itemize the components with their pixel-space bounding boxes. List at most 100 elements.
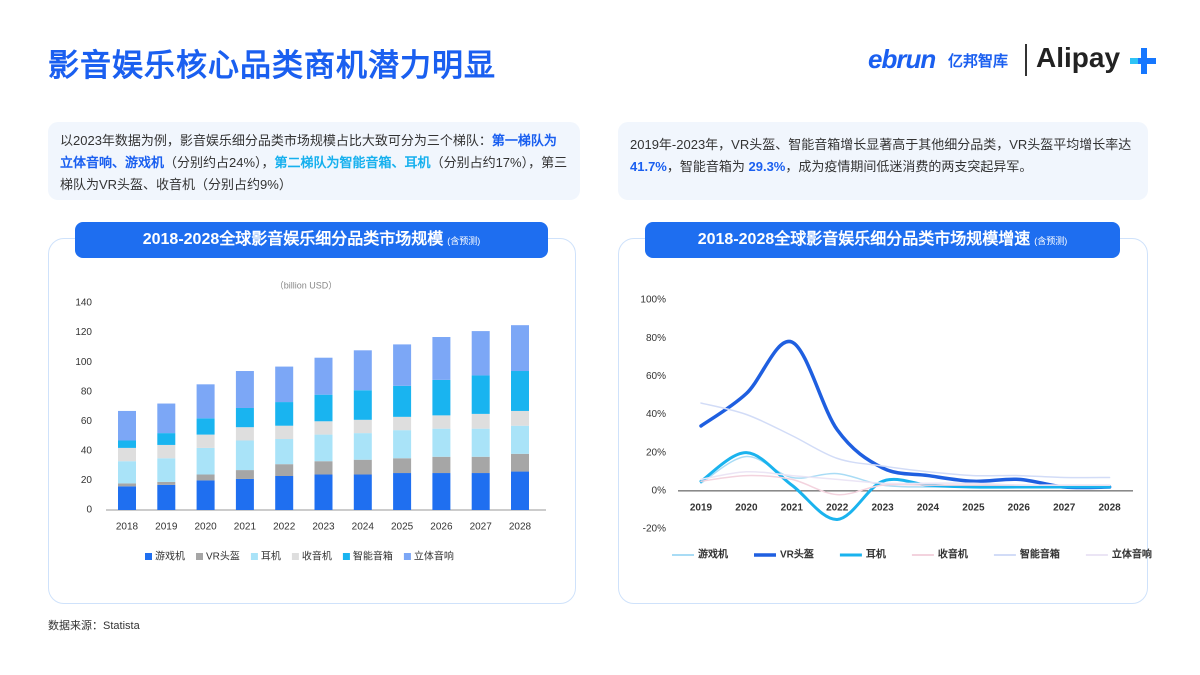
note-text: （分别约占24%）， — [164, 155, 275, 170]
y-tick-label: 100 — [75, 357, 92, 368]
page-title: 影音娱乐核心品类商机潜力明显 — [48, 48, 496, 83]
bar-segment — [432, 473, 451, 510]
bar-segment — [157, 433, 176, 445]
x-tick-label: 2028 — [1098, 502, 1121, 513]
note-highlight: 41.7% — [630, 159, 667, 174]
y-tick-label: 20% — [646, 447, 666, 458]
bar-segment — [118, 440, 136, 448]
logo-alipay: Alipay — [1036, 42, 1121, 73]
bar-segment — [157, 481, 176, 485]
bar-segment — [432, 415, 451, 429]
bar-segment — [157, 403, 176, 434]
x-tick-label: 2026 — [1008, 502, 1031, 513]
note-highlight: 第二梯队为智能音箱、耳机 — [274, 155, 431, 170]
bar-segment — [157, 484, 176, 510]
x-tick-label: 2023 — [312, 522, 335, 533]
bar-segment — [511, 425, 529, 454]
bar-segment — [353, 474, 372, 510]
note: 以2023年数据为例，影音娱乐细分品类市场规模占比大致可分为三个梯队：第一梯队为… — [48, 122, 580, 200]
y-tick-label: 120 — [75, 327, 92, 338]
bar-segment — [353, 433, 372, 460]
x-tick-label: 2022 — [826, 502, 849, 513]
bar-segment — [235, 371, 254, 408]
x-tick-label: 2023 — [871, 502, 894, 513]
x-tick-label: 2022 — [273, 522, 296, 533]
bar-segment — [235, 427, 254, 441]
note-text: 以2023年数据为例，影音娱乐细分品类市场规模占比大致可分为三个梯队： — [60, 133, 492, 148]
bar-segment — [275, 464, 294, 476]
y-tick-label: 60% — [646, 371, 666, 382]
legend-swatch — [291, 553, 299, 560]
y-tick-label: 0 — [86, 505, 92, 516]
bar-segment — [275, 402, 294, 426]
bar-segment — [432, 428, 451, 457]
y-tick-label: 0% — [652, 485, 667, 496]
legend-swatch — [250, 553, 258, 560]
y-tick-label: 140 — [75, 298, 92, 309]
bar-segment — [314, 461, 333, 475]
bar-segment — [393, 416, 412, 431]
bar-segment — [393, 430, 412, 459]
x-tick-label: 2019 — [690, 502, 713, 513]
line-series — [700, 402, 1111, 479]
legend-label: 收音机 — [938, 548, 968, 561]
y-tick-label: 80 — [81, 386, 93, 397]
bar-segment — [314, 474, 333, 510]
bar-segment — [511, 325, 529, 372]
bar-segment — [235, 440, 254, 471]
x-tick-label: 2021 — [234, 522, 257, 533]
x-tick-label: 2025 — [391, 522, 414, 533]
bar-segment — [275, 366, 294, 403]
x-tick-label: 2020 — [194, 522, 217, 533]
bar-segment — [432, 337, 451, 380]
bar-segment — [314, 421, 333, 435]
bar-segment — [314, 357, 333, 395]
y-axis-label: （billion USD） — [275, 280, 338, 290]
chart-title-pill: 2018-2028全球影音娱乐细分品类市场规模 (含预测) — [75, 222, 548, 258]
bar-segment — [196, 474, 215, 481]
legend-swatch — [145, 553, 152, 560]
bar-segment — [118, 447, 136, 462]
bar-segment — [157, 444, 176, 459]
line-series — [700, 470, 1111, 486]
bar-segment — [196, 447, 215, 475]
bar-segment — [196, 384, 215, 419]
logo-cn: 亿邦智库 — [948, 53, 1009, 70]
note-text: 2019年-2023年，VR头盔、智能音箱增长显著高于其他细分品类，VR头盔平均… — [630, 137, 1132, 152]
bar-segment — [393, 458, 412, 474]
legend-label: VR头盔 — [206, 550, 240, 563]
x-tick-label: 2024 — [352, 522, 375, 533]
legend-label: 智能音箱 — [353, 550, 393, 563]
logo-plus — [1130, 48, 1156, 74]
note-text: ，智能音箱为 — [666, 159, 749, 174]
y-tick-label: 100% — [640, 295, 666, 306]
y-tick-label: 20 — [81, 475, 93, 486]
bar-segment — [118, 483, 136, 487]
bar-segment — [314, 434, 333, 462]
x-tick-label: 2025 — [962, 502, 985, 513]
bar-segment — [471, 331, 490, 376]
x-tick-label: 2026 — [430, 522, 453, 533]
bar-segment — [471, 473, 490, 510]
legend-label: 游戏机 — [155, 550, 185, 563]
bar-segment — [393, 473, 412, 510]
bar-segment — [196, 434, 215, 448]
chart-title-pill: 2018-2028全球影音娱乐细分品类市场规模增速 (含预测) — [645, 222, 1120, 258]
y-tick-label: 40 — [81, 445, 93, 456]
x-tick-label: 2020 — [735, 502, 758, 513]
bar-segment — [275, 425, 294, 440]
bar-segment — [118, 461, 136, 484]
line-series — [699, 339, 1112, 490]
legend-label: 耳机 — [866, 548, 886, 561]
bar-segment — [235, 407, 254, 428]
x-tick-label: 2028 — [509, 522, 532, 533]
note-highlight: 29.3% — [748, 159, 786, 174]
bar-segment — [511, 471, 529, 510]
chart-title: 2018-2028全球影音娱乐细分品类市场规模增速 — [697, 231, 1031, 248]
x-tick-label: 2024 — [917, 502, 940, 513]
bar-segment — [118, 410, 136, 441]
x-tick-label: 2027 — [1053, 502, 1076, 513]
bar-segment — [118, 486, 136, 510]
note-text: （分别占约17%），第三梯队为VR头盔、收音机（分别占约9%） — [60, 155, 568, 192]
x-tick-label: 2018 — [116, 522, 139, 533]
